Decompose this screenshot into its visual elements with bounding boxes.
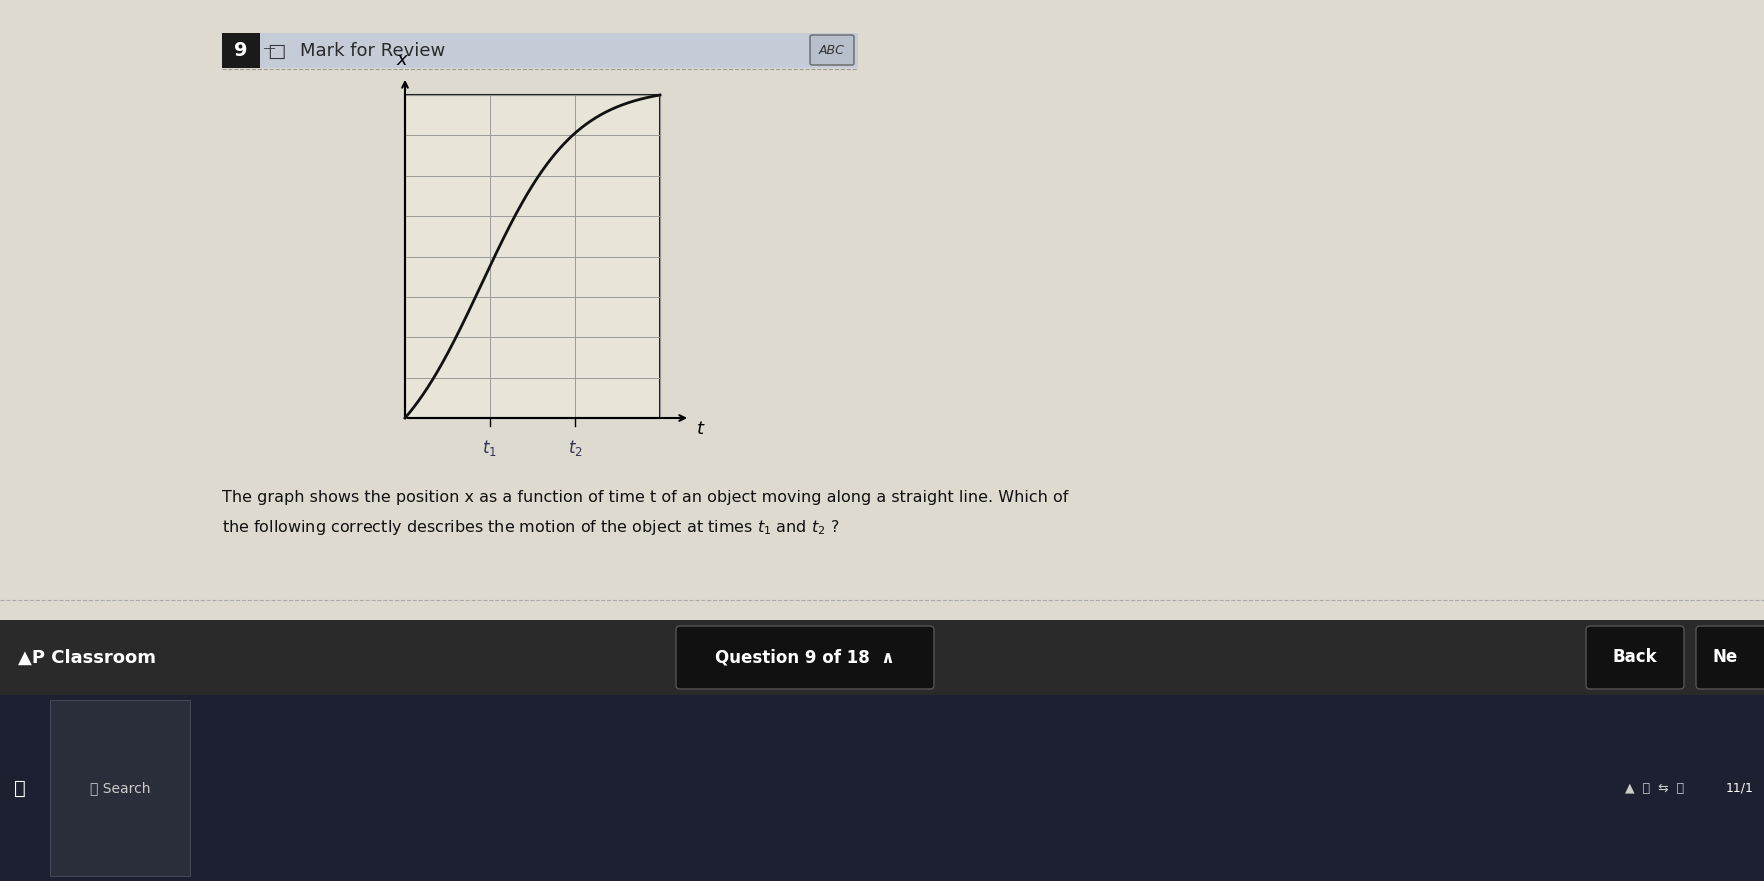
- FancyBboxPatch shape: [1586, 626, 1683, 689]
- Bar: [0, 620, 1764, 695]
- Bar: [222, 33, 259, 68]
- FancyBboxPatch shape: [1695, 626, 1764, 689]
- Bar: [404, 95, 660, 418]
- Text: Back: Back: [1612, 648, 1656, 667]
- Text: The graph shows the position x as a function of time t of an object moving along: The graph shows the position x as a func…: [222, 490, 1067, 505]
- Text: ⧉: ⧉: [14, 779, 26, 797]
- Text: Question 9 of 18  ∧: Question 9 of 18 ∧: [714, 648, 894, 667]
- Text: x: x: [397, 51, 407, 69]
- Text: 9: 9: [235, 41, 247, 61]
- Text: 11/1: 11/1: [1725, 781, 1753, 795]
- Text: 🔍 Search: 🔍 Search: [90, 781, 150, 795]
- Bar: [49, 700, 191, 876]
- FancyBboxPatch shape: [676, 626, 933, 689]
- FancyBboxPatch shape: [810, 35, 854, 65]
- Bar: [0, 695, 1764, 881]
- Text: ▲  🕪  ⇆  ⎋: ▲ 🕪 ⇆ ⎋: [1625, 781, 1683, 795]
- Text: ▲P Classroom: ▲P Classroom: [18, 648, 155, 667]
- Text: ―: ―: [265, 43, 275, 53]
- Text: Ne: Ne: [1711, 648, 1736, 667]
- Text: t: t: [697, 420, 704, 438]
- Text: $t_1$: $t_1$: [482, 438, 497, 458]
- Text: □: □: [266, 41, 286, 61]
- Text: Mark for Review: Mark for Review: [300, 42, 445, 60]
- Text: $t_2$: $t_2$: [568, 438, 582, 458]
- Bar: [222, 33, 857, 68]
- Text: ABC: ABC: [818, 43, 845, 56]
- Text: the following correctly describes the motion of the object at times $t_1$ and $t: the following correctly describes the mo…: [222, 518, 840, 537]
